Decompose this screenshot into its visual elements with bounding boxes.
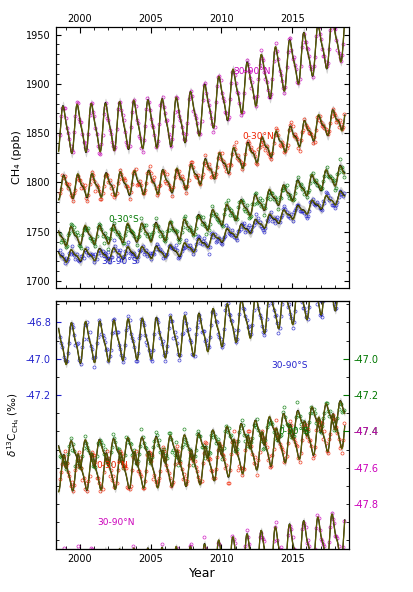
Text: 0-30°N: 0-30°N	[243, 131, 275, 140]
Text: 0-30°S: 0-30°S	[108, 215, 139, 224]
Text: 30-90°N: 30-90°N	[233, 67, 271, 76]
Text: 30-90°S: 30-90°S	[101, 257, 138, 266]
Y-axis label: CH₄ (ppb): CH₄ (ppb)	[12, 130, 22, 184]
Y-axis label: $\delta^{13}$C$_{\rm CH_4}$ (‰): $\delta^{13}$C$_{\rm CH_4}$ (‰)	[5, 392, 21, 458]
Text: 30-90°S: 30-90°S	[271, 362, 308, 371]
Text: 0-30°S: 0-30°S	[278, 427, 309, 436]
Text: 30-90°N: 30-90°N	[97, 517, 134, 527]
Text: 0-30°N: 0-30°N	[97, 461, 128, 471]
X-axis label: Year: Year	[189, 567, 216, 580]
